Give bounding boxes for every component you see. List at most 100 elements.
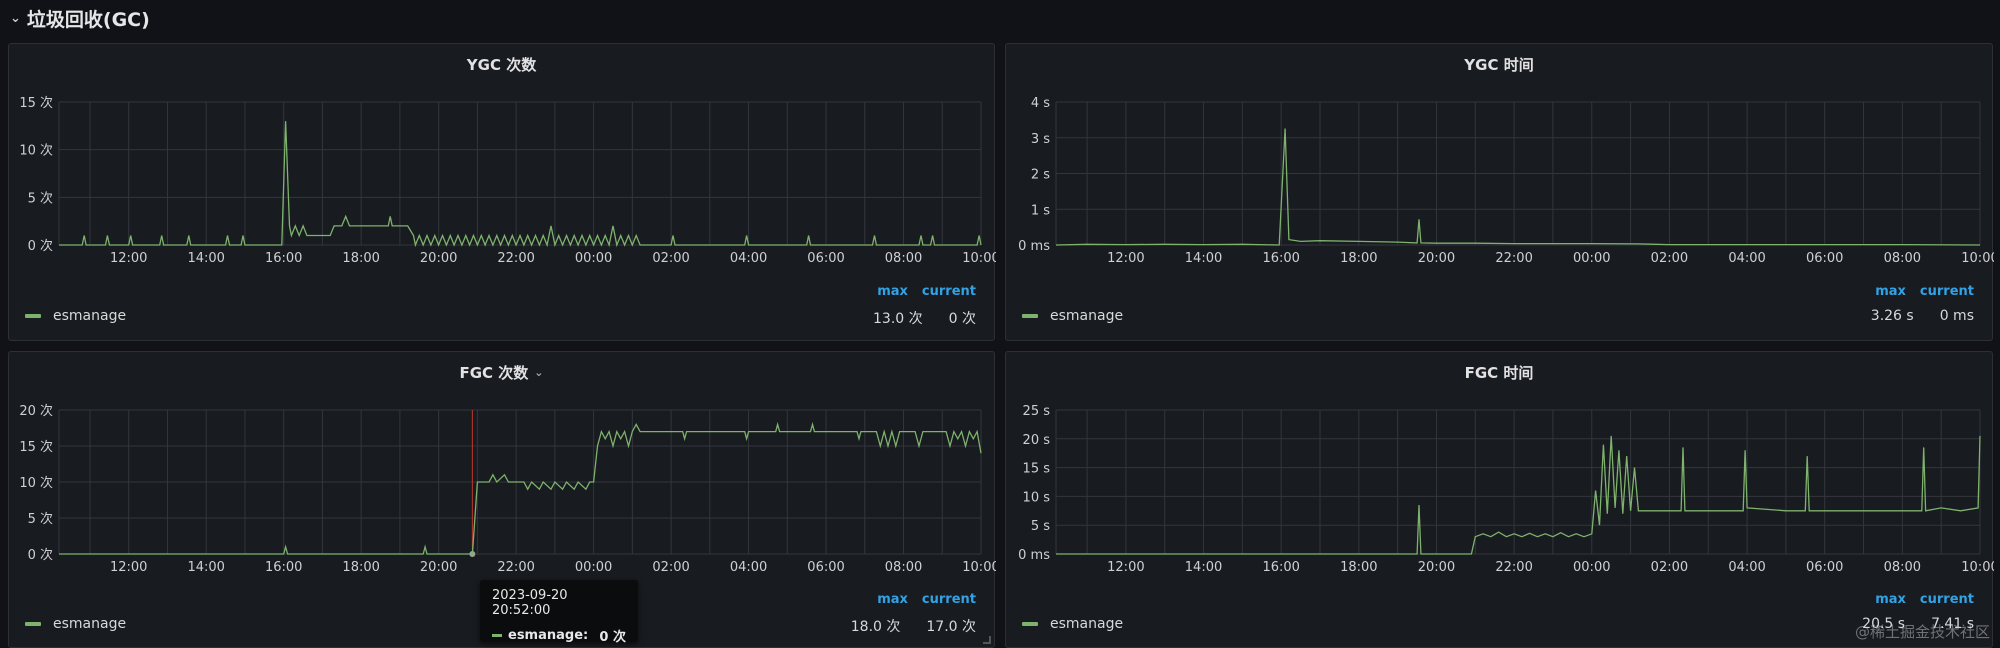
tooltip-row: esmanage: 0 次 — [492, 626, 626, 645]
series-line-esmanage — [1056, 435, 1981, 555]
legend-values: 3.26 s 0 ms — [1871, 308, 1974, 324]
legend-series[interactable]: esmanage — [25, 308, 126, 324]
y-tick-label: 0 次 — [28, 547, 53, 563]
chart-ygc-time[interactable]: 0 ms 1 s 2 s 3 s 4 s 12:00 14:00 16:00 18:00 20:0… — [1006, 44, 1994, 342]
x-tick-label: 08:00 — [885, 560, 922, 575]
series-line-esmanage — [1055, 128, 1981, 246]
legend-series-name: esmanage — [1050, 308, 1124, 324]
y-tick-label: 10 次 — [19, 475, 53, 491]
legend-series[interactable]: esmanage — [25, 616, 126, 632]
legend-header-current[interactable]: current — [921, 284, 976, 299]
legend-max-value: 13.0 次 — [873, 311, 923, 327]
legend-series[interactable]: esmanage — [1022, 616, 1123, 632]
y-tick-label: 5 次 — [28, 190, 53, 206]
y-tick-label: 20 s — [1023, 433, 1051, 448]
y-tick-label: 1 s — [1031, 203, 1050, 218]
x-tick-label: 00:00 — [575, 560, 612, 575]
x-tick-label: 18:00 — [342, 251, 379, 266]
x-tick-label: 16:00 — [1262, 251, 1299, 266]
y-tick-label: 15 次 — [19, 95, 53, 111]
panel-ygc-count[interactable]: YGC 次数 0 次 5 次 10 次 15 次 12:00 14:00 16:00 18:0… — [8, 43, 996, 342]
x-tick-label: 18:00 — [1340, 251, 1377, 266]
x-tick-label: 12:00 — [110, 251, 147, 266]
y-tick-label: 0 ms — [1018, 239, 1050, 254]
x-tick-label: 20:00 — [420, 560, 457, 575]
x-tick-label: 08:00 — [1884, 251, 1921, 266]
legend-header: max current — [1875, 592, 1974, 607]
chart-fgc-time[interactable]: 0 ms 5 s 10 s 15 s 20 s 25 s 12:00 14:00 16:00 18… — [1006, 352, 1994, 648]
legend-values: 18.0 次 17.0 次 — [851, 616, 976, 636]
chart-tooltip: 2023-09-20 20:52:00 esmanage: 0 次 — [480, 580, 638, 645]
y-tick-label: 15 次 — [19, 439, 53, 455]
series-line-esmanage — [59, 121, 982, 248]
x-tick-label: 18:00 — [342, 560, 379, 575]
panel-title[interactable]: FGC 时间 — [1006, 358, 1992, 386]
panel-title[interactable]: FGC 次数 ⌄ — [9, 358, 994, 386]
legend-header: max current — [877, 592, 976, 607]
x-tick-label: 10:00 — [1961, 560, 1994, 575]
legend-header-max[interactable]: max — [1875, 592, 1906, 607]
x-tick-label: 12:00 — [110, 560, 147, 575]
y-tick-label: 10 s — [1023, 490, 1051, 505]
legend-series[interactable]: esmanage — [1022, 308, 1123, 324]
row-header-gc[interactable]: ⌄ 垃圾回收(GC) — [10, 4, 150, 32]
panel-menu-chevron-icon[interactable]: ⌄ — [534, 365, 544, 379]
panel-title[interactable]: YGC 次数 — [9, 50, 994, 78]
legend-swatch — [1022, 622, 1038, 626]
tooltip-series: esmanage: — [508, 628, 589, 643]
x-tick-label: 16:00 — [1262, 560, 1299, 575]
y-tick-label: 2 s — [1031, 168, 1050, 183]
legend-swatch — [25, 314, 41, 318]
legend-swatch — [25, 622, 41, 626]
x-tick-label: 08:00 — [1884, 560, 1921, 575]
legend-header: max current — [877, 284, 976, 299]
x-tick-label: 12:00 — [1107, 560, 1144, 575]
legend-series-name: esmanage — [53, 308, 127, 324]
x-tick-label: 04:00 — [730, 251, 767, 266]
x-tick-label: 10:00 — [1961, 251, 1994, 266]
chart-fgc-count[interactable]: 0 次 5 次 10 次 15 次 20 次 12:00 14:00 16:00 18:00 20… — [9, 352, 996, 648]
y-tick-label: 0 ms — [1018, 548, 1050, 563]
x-tick-label: 20:00 — [1418, 560, 1455, 575]
legend-header-current[interactable]: current — [921, 592, 976, 607]
legend-max-value: 3.26 s — [1870, 308, 1914, 324]
x-tick-label: 22:00 — [1495, 560, 1532, 575]
x-tick-label: 04:00 — [1728, 560, 1765, 575]
x-tick-label: 02:00 — [1651, 251, 1688, 266]
x-tick-label: 04:00 — [1728, 251, 1765, 266]
tooltip-time: 2023-09-20 20:52:00 — [492, 588, 568, 618]
x-tick-label: 14:00 — [1185, 560, 1222, 575]
legend-current-value: 7.41 s — [1931, 616, 1974, 632]
x-tick-label: 00:00 — [1573, 560, 1610, 575]
legend-current-value: 17.0 次 — [926, 619, 976, 635]
x-tick-label: 06:00 — [807, 251, 844, 266]
legend-header-max[interactable]: max — [877, 284, 908, 299]
panel-ygc-time[interactable]: YGC 时间 0 ms 1 s 2 s 3 s 4 s 12:00 14:00 16:00 18… — [1005, 43, 1994, 342]
legend-header: max current — [1875, 284, 1974, 299]
x-tick-label: 02:00 — [652, 251, 689, 266]
y-tick-label: 5 s — [1031, 519, 1050, 534]
x-tick-label: 06:00 — [807, 560, 844, 575]
panel-title[interactable]: YGC 时间 — [1006, 50, 1992, 78]
y-tick-label: 5 次 — [28, 511, 53, 527]
legend-header-max[interactable]: max — [1875, 284, 1906, 299]
chart-ygc-count[interactable]: 0 次 5 次 10 次 15 次 12:00 14:00 16:00 18:00 20:00 2… — [9, 44, 996, 342]
chevron-down-icon[interactable]: ⌄ — [10, 10, 21, 26]
x-tick-label: 04:00 — [730, 560, 767, 575]
row-title: 垃圾回收(GC) — [26, 8, 150, 31]
x-tick-label: 18:00 — [1340, 560, 1377, 575]
x-tick-label: 00:00 — [575, 251, 612, 266]
panel-fgc-time[interactable]: FGC 时间 0 ms 5 s 10 s 15 s 20 s 25 s 12:00 14:00… — [1005, 351, 1994, 648]
panel-title-text: YGC 次数 — [466, 55, 537, 74]
legend-header-current[interactable]: current — [1919, 284, 1974, 299]
legend-max-value: 18.0 次 — [850, 619, 901, 635]
legend-header-max[interactable]: max — [877, 592, 908, 607]
x-tick-label: 02:00 — [652, 560, 689, 575]
x-tick-label: 00:00 — [1573, 251, 1610, 266]
x-tick-label: 10:00 — [962, 560, 996, 575]
legend-swatch — [1022, 314, 1038, 318]
panel-resize-handle[interactable] — [983, 636, 991, 644]
x-tick-label: 22:00 — [497, 251, 534, 266]
x-tick-label: 22:00 — [497, 560, 534, 575]
legend-header-current[interactable]: current — [1919, 592, 1974, 607]
